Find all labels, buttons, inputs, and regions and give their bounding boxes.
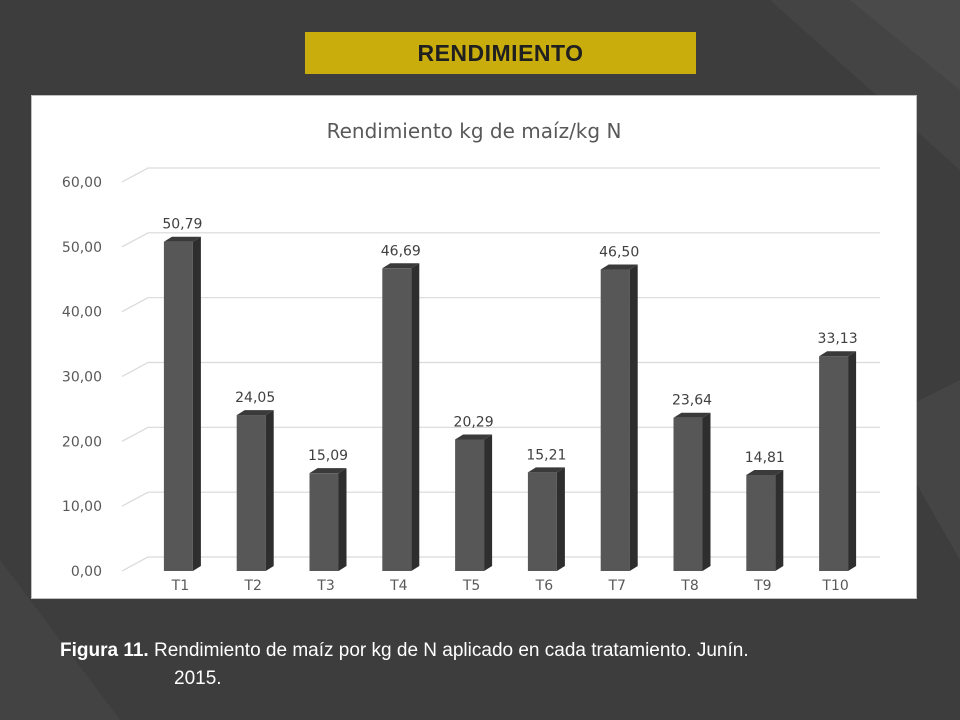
gridline	[121, 426, 880, 442]
bar-front	[746, 474, 776, 571]
bar	[673, 412, 711, 571]
bar-front	[673, 417, 703, 571]
data-label: 33,13	[818, 331, 858, 347]
x-tick-label: T10	[821, 578, 848, 594]
bar	[600, 264, 638, 571]
bar-front	[163, 241, 193, 572]
bar-top	[382, 263, 420, 269]
bar-top	[600, 264, 638, 270]
bar-top	[309, 468, 347, 474]
x-tick-label: T9	[753, 578, 771, 594]
y-axis-ticks: 0,00 10,00 20,00 30,00 40,00 50,00 60,00	[62, 175, 102, 580]
bar-side	[775, 469, 784, 571]
bar-side	[411, 263, 420, 571]
bar-top	[236, 410, 274, 416]
data-label: 23,64	[672, 393, 712, 409]
bar-side	[265, 410, 274, 571]
bar-chart: Rendimiento kg de maíz/kg N 0,00 10,00 20,…	[62, 119, 880, 594]
y-tick-label: 30,00	[62, 370, 102, 386]
x-axis-ticks: T1 T2 T3 T4 T5 T6 T7 T8 T9 T10	[171, 578, 849, 594]
bar	[455, 434, 493, 571]
bar	[309, 468, 347, 571]
bar-side	[484, 434, 493, 571]
bar-top	[746, 469, 784, 475]
bar-top	[527, 467, 565, 473]
x-tick-label: T8	[680, 578, 698, 594]
gridline	[121, 232, 880, 248]
bar-top	[163, 236, 201, 242]
bar	[163, 236, 201, 572]
bar-front	[600, 269, 630, 571]
figure-caption: Figura 11. Rendimiento de maíz por kg de…	[60, 637, 940, 693]
y-tick-label: 20,00	[62, 434, 102, 450]
data-label: 14,81	[745, 450, 785, 466]
bar-top	[455, 434, 493, 440]
bar-top	[819, 351, 857, 357]
x-tick-label: T6	[535, 578, 554, 594]
x-tick-label: T5	[462, 578, 480, 594]
bar-side	[338, 468, 347, 571]
gridline	[121, 361, 880, 378]
gridline	[121, 167, 880, 183]
bar-front	[236, 415, 266, 571]
data-label: 46,50	[599, 245, 639, 261]
y-tick-label: 10,00	[62, 499, 102, 515]
data-label: 15,09	[308, 448, 348, 464]
caption-text-2: 2015.	[174, 668, 222, 689]
bars: 50,79 24,05 15,09 46,69 20,29 15,21 46,50 23,64…	[162, 217, 858, 572]
bar	[527, 467, 565, 571]
y-tick-label: 0,00	[71, 564, 102, 580]
bar	[819, 351, 857, 571]
caption-text: Rendimiento de maíz por kg de N aplicado…	[153, 640, 749, 661]
bar-side	[192, 236, 201, 572]
data-label: 50,79	[162, 217, 202, 233]
data-label: 15,21	[526, 447, 566, 463]
bar	[382, 263, 420, 571]
y-tick-label: 40,00	[62, 305, 102, 321]
x-tick-label: T1	[171, 578, 189, 594]
y-tick-label: 60,00	[62, 175, 102, 191]
gridline	[121, 297, 880, 313]
data-label: 24,05	[235, 390, 275, 406]
bar-side	[848, 351, 857, 571]
data-label: 46,69	[381, 243, 421, 259]
bar-side	[556, 467, 565, 571]
chart-frame: Rendimiento kg de maíz/kg N 0,00 10,00 20,…	[31, 95, 917, 599]
bar-front	[455, 439, 485, 571]
bar-front	[382, 268, 412, 571]
x-tick-label: T4	[389, 578, 408, 594]
x-tick-label: T3	[316, 578, 334, 594]
bar-side	[702, 412, 711, 571]
bar-top	[673, 412, 711, 418]
data-label: 20,29	[454, 414, 494, 430]
y-tick-label: 50,00	[62, 240, 102, 256]
bar	[746, 469, 784, 571]
bar-front	[309, 473, 339, 571]
bar-front	[527, 472, 557, 571]
bar-front	[819, 356, 849, 571]
chart-title: Rendimiento kg de maíz/kg N	[327, 119, 622, 143]
x-tick-label: T2	[243, 578, 261, 594]
caption-label: Figura 11.	[60, 640, 149, 661]
bar-side	[629, 264, 638, 571]
bar	[236, 410, 274, 571]
x-tick-label: T7	[607, 578, 625, 594]
slide-title: RENDIMIENTO	[305, 32, 696, 74]
